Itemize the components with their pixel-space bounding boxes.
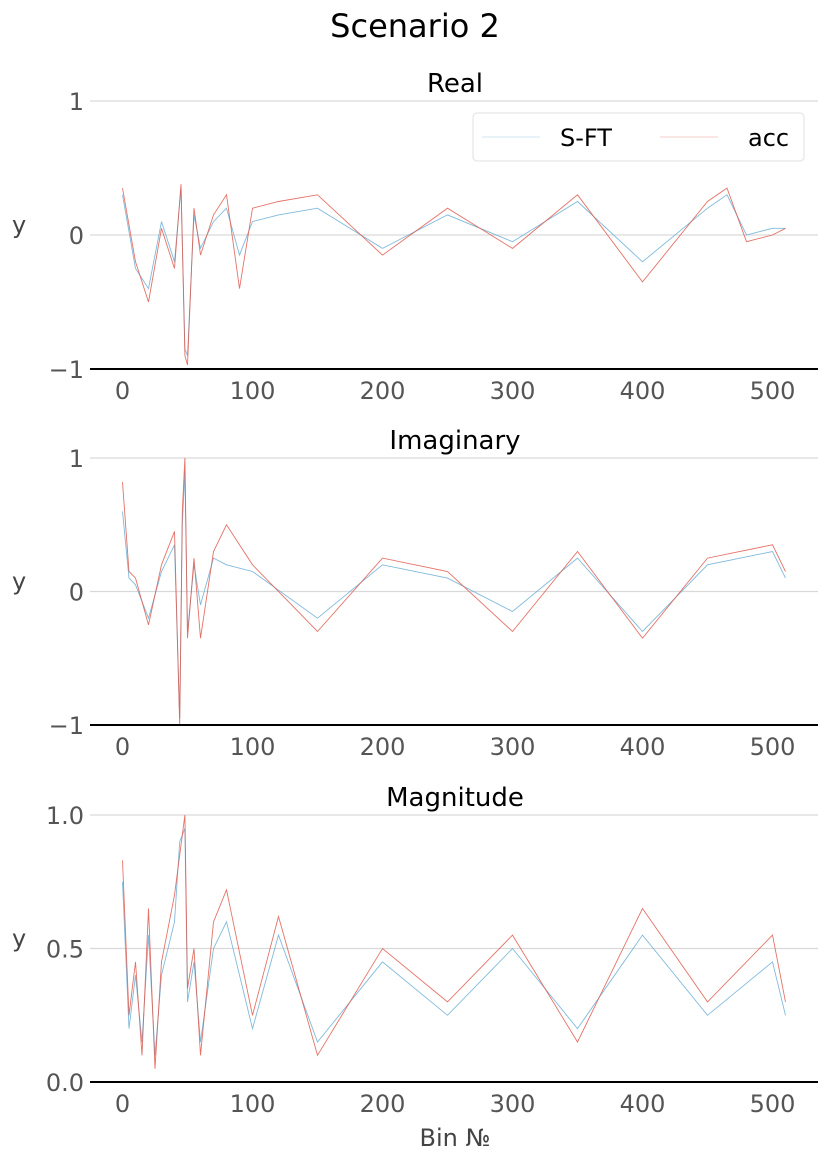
y-axis-label: y xyxy=(12,568,26,596)
x-tick-label: 400 xyxy=(620,733,666,761)
x-tick-label: 500 xyxy=(750,733,796,761)
x-axis-label: Bin № xyxy=(420,1124,491,1152)
series-line-acc xyxy=(122,457,786,726)
x-tick-label: 300 xyxy=(490,377,536,405)
subplot-title: Magnitude xyxy=(386,783,524,813)
legend-label-acc: acc xyxy=(748,124,789,152)
y-tick-label: 0 xyxy=(69,222,84,250)
subplot-magnitude: 0.0 0.5 1.0 0 100 200 300 400 500 Magnitude y xyxy=(12,783,818,1118)
x-tick-label: 400 xyxy=(620,377,666,405)
x-tick-label: 300 xyxy=(490,1090,536,1118)
y-axis-label: y xyxy=(12,211,26,239)
subplot-real: −1 0 1 0 100 200 300 400 500 Real y xyxy=(12,69,818,405)
x-tick-label: 0 xyxy=(115,733,130,761)
subplot-title: Real xyxy=(427,69,483,99)
y-tick-label: −1 xyxy=(49,356,84,384)
legend: S-FT acc xyxy=(472,112,805,162)
y-tick-label: 0.0 xyxy=(46,1069,84,1097)
series-line-s-ft xyxy=(122,188,786,356)
legend-label-s-ft: S-FT xyxy=(560,124,612,152)
x-tick-label: 0 xyxy=(115,1090,130,1118)
x-tick-label: 200 xyxy=(360,1090,406,1118)
series-line-s-ft xyxy=(122,471,786,719)
figure-title: Scenario 2 xyxy=(330,7,500,45)
subplots: −1 0 1 0 100 200 300 400 500 Real y −1 0 1 0 100 200 300 4… xyxy=(12,69,818,1118)
subplot-imaginary: −1 0 1 0 100 200 300 400 500 Imaginary y xyxy=(12,426,818,761)
y-tick-label: 0.5 xyxy=(46,936,84,964)
x-tick-label: 200 xyxy=(360,377,406,405)
subplot-title: Imaginary xyxy=(389,426,520,456)
x-tick-label: 100 xyxy=(230,733,276,761)
series-line-acc xyxy=(122,814,786,1069)
x-tick-label: 200 xyxy=(360,733,406,761)
series-line-s-ft xyxy=(122,828,786,1056)
y-tick-label: 1 xyxy=(69,88,84,116)
x-tick-label: 0 xyxy=(115,377,130,405)
legend-box xyxy=(472,112,805,162)
x-tick-label: 100 xyxy=(230,1090,276,1118)
y-tick-label: 0 xyxy=(69,579,84,607)
y-axis-label: y xyxy=(12,925,26,953)
y-tick-label: 1.0 xyxy=(46,802,84,830)
x-tick-label: 100 xyxy=(230,377,276,405)
y-tick-label: 1 xyxy=(69,445,84,473)
x-tick-label: 300 xyxy=(490,733,536,761)
series-line-acc xyxy=(122,184,786,366)
y-tick-label: −1 xyxy=(49,712,84,740)
x-tick-label: 500 xyxy=(750,377,796,405)
x-tick-label: 400 xyxy=(620,1090,666,1118)
x-tick-label: 500 xyxy=(750,1090,796,1118)
